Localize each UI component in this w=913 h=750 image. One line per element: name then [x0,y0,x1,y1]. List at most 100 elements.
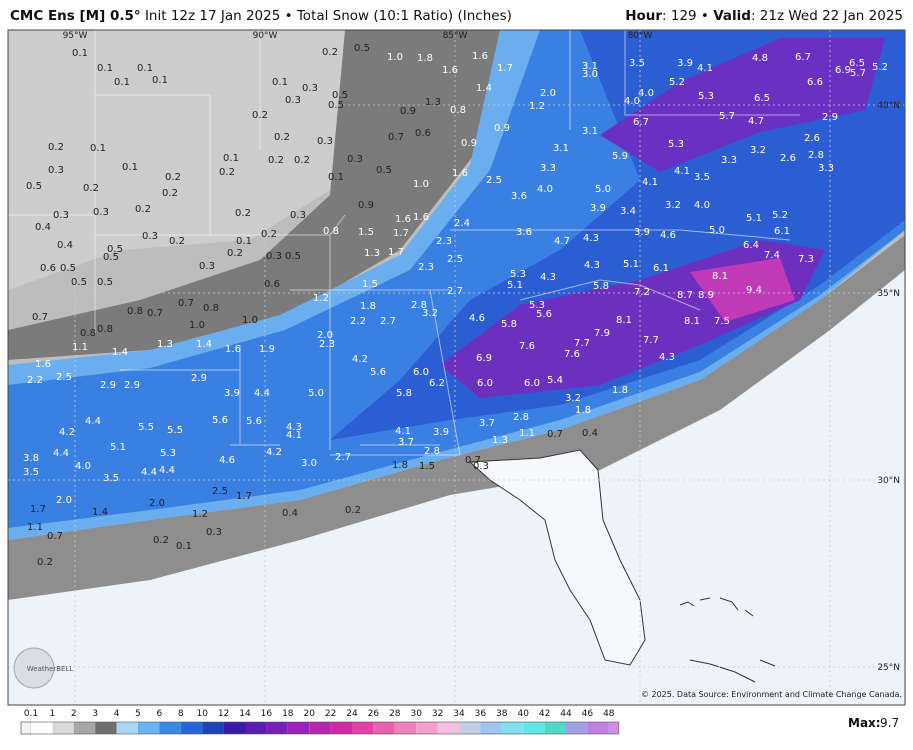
snow-value: 0.3 [317,136,333,147]
snow-value: 7.9 [594,328,610,339]
snow-value: 2.7 [335,452,351,463]
snow-value: 0.7 [465,455,481,466]
snow-value: 0.8 [450,105,466,116]
snow-value: 7.4 [764,250,780,261]
snow-value: 1.0 [413,179,429,190]
snow-value: 3.2 [665,200,681,211]
snow-value: 2.6 [780,153,796,164]
snow-value: 0.7 [178,298,194,309]
credit: © 2025. Data Source: Environment and Cli… [641,690,902,699]
snow-value: 0.3 [142,231,158,242]
max-label: Max: [848,716,881,730]
snow-value: 3.9 [634,227,650,238]
snow-value: 0.2 [294,155,310,166]
map-field [8,30,905,705]
snow-value: 6.6 [807,77,823,88]
snow-value: 2.7 [447,286,463,297]
snow-value: 8.7 [677,290,693,301]
snow-value: 5.3 [698,91,714,102]
snow-value: 2.8 [411,300,427,311]
snow-value: 1.7 [388,247,404,258]
snow-value: 5.3 [160,448,176,459]
snow-value: 0.1 [97,63,113,74]
snow-value: 0.3 [93,207,109,218]
snow-value: 5.7 [719,111,735,122]
snow-value: 6.5 [754,93,770,104]
snow-value: 4.0 [694,200,710,211]
snow-value: 1.0 [242,315,258,326]
snow-value: 5.0 [595,184,611,195]
snow-value: 6.5 [849,58,865,69]
snow-value: 1.8 [417,53,433,64]
snow-value: 7.6 [519,341,535,352]
snow-value: 1.3 [492,435,508,446]
snow-value: 2.2 [350,316,366,327]
legend-swatch [245,722,267,734]
snow-value: 3.5 [103,473,119,484]
snow-value: 2.3 [418,262,434,273]
snow-value: 0.3 [347,154,363,165]
snow-value: 6.0 [413,367,429,378]
snow-value: 4.0 [624,96,640,107]
snow-value: 0.5 [107,244,123,255]
legend-swatch [566,722,588,734]
snow-value: 1.2 [313,293,329,304]
snow-value: 2.3 [319,339,335,350]
longitude-label: 85°W [443,31,468,41]
snow-value: 1.1 [72,342,88,353]
snow-value: 0.9 [461,138,477,149]
legend-label: 48 [603,709,615,719]
snow-value: 3.0 [582,69,598,80]
snow-value: 0.1 [176,541,192,552]
snow-value: 7.7 [643,335,659,346]
snow-value: 3.1 [582,126,598,137]
snow-value: 1.4 [92,507,108,518]
snow-value: 7.6 [564,349,580,360]
snow-value: 1.8 [360,301,376,312]
snow-value: 4.4 [141,467,157,478]
snow-value: 0.8 [80,328,96,339]
snow-value: 5.1 [110,442,126,453]
map-frame [7,29,906,706]
snow-value: 0.2 [227,248,243,259]
snow-value: 2.8 [424,446,440,457]
snow-value: 0.2 [252,110,268,121]
snow-value: 5.0 [709,225,725,236]
legend-swatch [116,722,138,734]
snow-value: 2.5 [486,175,502,186]
snow-value: 0.6 [40,263,56,274]
snow-value: 4.8 [752,53,768,64]
latitude-label: 25°N [877,663,900,673]
state-borders [8,30,800,456]
legend-label: 14 [239,709,251,719]
snow-value: 0.8 [127,306,143,317]
snow-value: 6.7 [633,117,649,128]
snow-value: 0.5 [328,100,344,111]
legend-swatch [480,722,502,734]
longitude-label: 80°W [628,31,653,41]
snow-value: 4.4 [254,388,270,399]
snow-value: 0.1 [152,75,168,86]
legend-swatch [73,722,96,734]
legend-label: 12 [218,709,229,719]
snow-value: 0.2 [135,204,151,215]
legend-label: 3 [92,709,98,719]
snow-value: 0.7 [388,132,404,143]
snow-value: 1.9 [259,344,275,355]
snow-value: 3.2 [422,308,438,319]
valid-value: : 21z Wed 22 Jan 2025 [750,8,903,24]
snow-value: 7.7 [574,338,590,349]
snow-value: 1.1 [27,522,43,533]
model-name: CMC Ens [M] 0.5° [10,8,141,24]
header-left: CMC Ens [M] 0.5° Init 12z 17 Jan 2025 • … [10,8,512,24]
legend-label: 22 [325,709,336,719]
snow-value: 8.1 [712,271,728,282]
snow-value: 0.5 [97,277,113,288]
snow-value: 3.3 [540,163,556,174]
snow-value: 0.2 [83,183,99,194]
snow-value: 9.4 [746,285,762,296]
snow-value: 1.7 [497,63,513,74]
legend-label: 32 [432,709,443,719]
snow-value: 4.1 [286,430,302,441]
legend-swatch [31,722,53,734]
